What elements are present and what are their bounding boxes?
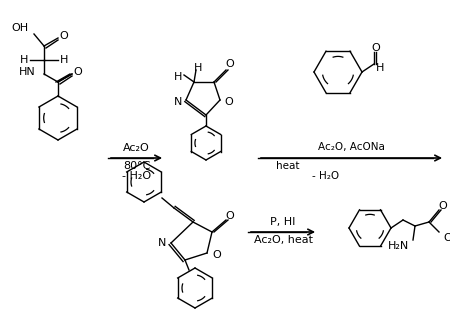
Text: O: O — [74, 67, 82, 77]
Text: P, HI: P, HI — [270, 217, 296, 227]
Text: O: O — [212, 250, 221, 260]
Text: N: N — [174, 97, 182, 107]
Text: O: O — [59, 31, 68, 41]
Text: OH: OH — [443, 233, 450, 243]
Text: Ac₂O, AcONa: Ac₂O, AcONa — [318, 142, 385, 152]
Text: H₂N: H₂N — [388, 241, 409, 251]
Text: O: O — [225, 211, 234, 221]
Text: N: N — [158, 238, 166, 248]
Text: OH: OH — [11, 23, 28, 33]
Text: O: O — [224, 97, 233, 107]
Text: O: O — [439, 201, 447, 211]
Text: Ac₂O: Ac₂O — [123, 143, 150, 153]
Text: H: H — [60, 55, 68, 65]
Text: HN: HN — [19, 67, 36, 77]
Text: H: H — [20, 55, 28, 65]
Text: heat: heat — [276, 161, 300, 171]
Text: O: O — [225, 59, 234, 69]
Text: 80°C: 80°C — [123, 161, 150, 171]
Text: O: O — [372, 43, 380, 53]
Text: H: H — [376, 63, 384, 73]
Text: Ac₂O, heat: Ac₂O, heat — [253, 235, 312, 245]
Text: H: H — [194, 63, 202, 73]
Text: H: H — [174, 72, 182, 82]
Text: - H₂O: - H₂O — [312, 171, 340, 181]
Text: - H₂O: - H₂O — [122, 171, 151, 181]
